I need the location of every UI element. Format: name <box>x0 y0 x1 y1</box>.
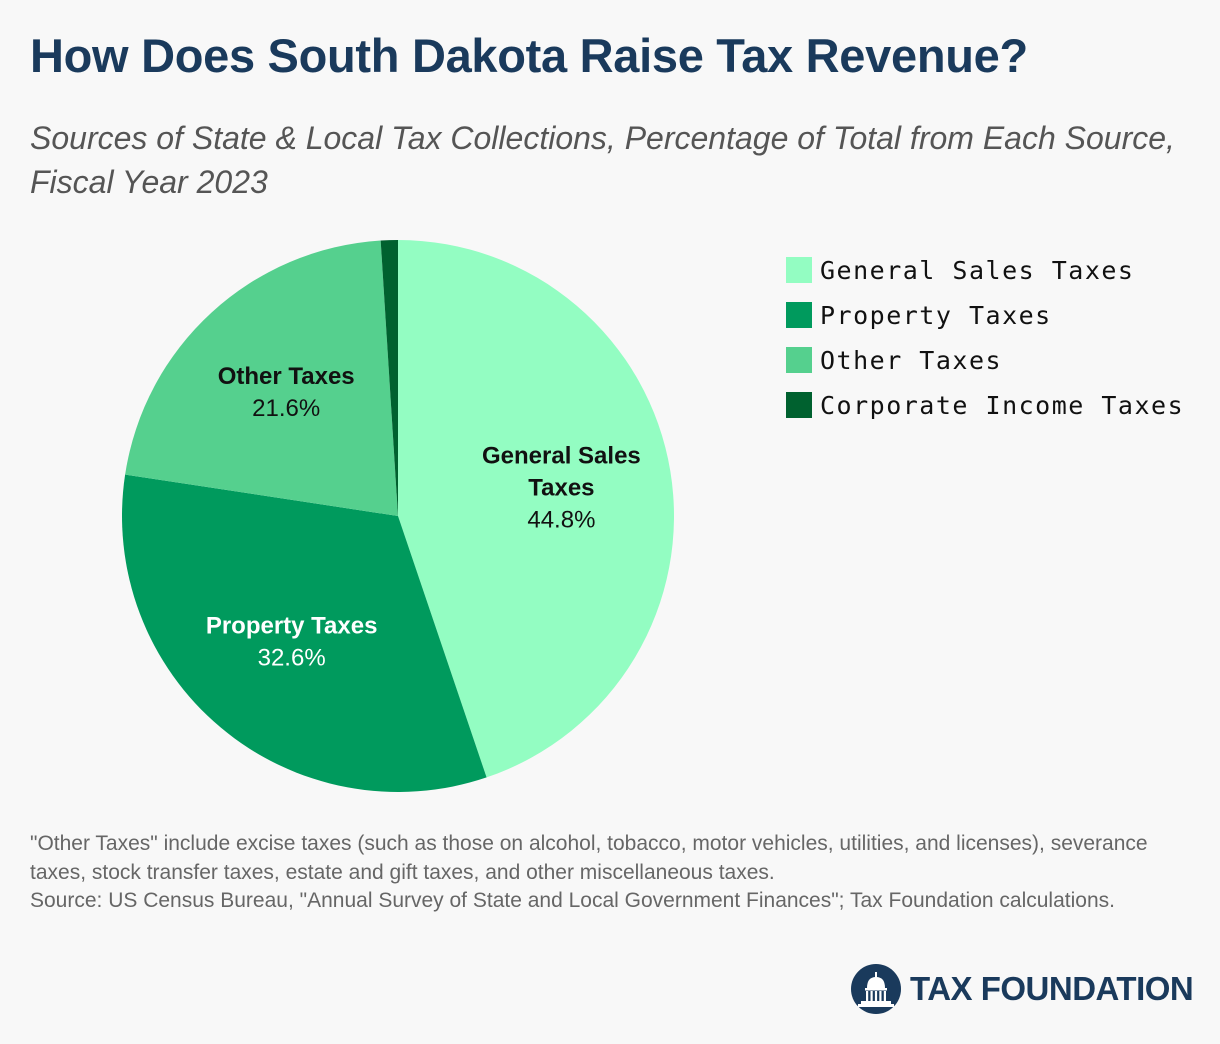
slice-value-label: 44.8% <box>527 506 595 533</box>
source-note: Source: US Census Bureau, "Annual Survey… <box>30 889 1115 912</box>
legend-item-other-taxes: Other Taxes <box>786 342 1184 378</box>
chart-legend: General Sales Taxes Property Taxes Other T… <box>786 252 1184 432</box>
slice-value-label: 32.6% <box>258 644 326 671</box>
legend-swatch <box>786 257 812 283</box>
legend-item-general-sales-taxes: General Sales Taxes <box>786 252 1184 288</box>
slice-category-label: Other Taxes <box>218 363 355 390</box>
slice-category-label: Taxes <box>528 474 594 501</box>
pie-slice-corporate-income-taxes <box>380 240 398 516</box>
logo-text: TAX FOUNDATION <box>910 970 1194 1007</box>
legend-swatch <box>786 392 812 418</box>
legend-swatch <box>786 302 812 328</box>
chart-title: How Does South Dakota Raise Tax Revenue? <box>30 29 1028 82</box>
legend-label: Other Taxes <box>820 345 1003 375</box>
chart-notes: "Other Taxes" include excise taxes (such… <box>30 830 1200 916</box>
slice-category-label: Property Taxes <box>206 612 378 639</box>
pie-slice-other-taxes <box>125 240 399 516</box>
chart-subtitle: Sources of State & Local Tax Collections… <box>30 120 1175 200</box>
capitol-dome-icon <box>851 964 901 1014</box>
legend-item-corporate-income-taxes: Corporate Income Taxes <box>786 387 1184 423</box>
legend-item-property-taxes: Property Taxes <box>786 297 1184 333</box>
pie-slice-general-sales-taxes <box>398 240 674 778</box>
legend-label: Property Taxes <box>820 300 1052 330</box>
other-taxes-footnote: "Other Taxes" include excise taxes (such… <box>30 832 1148 884</box>
pie-slice-property-taxes <box>121 474 487 792</box>
slice-category-label: General Sales <box>482 442 641 469</box>
legend-swatch <box>786 347 812 373</box>
legend-label: Corporate Income Taxes <box>820 390 1185 420</box>
tax-foundation-logo: TAX FOUNDATION <box>850 963 1194 1015</box>
legend-label: General Sales Taxes <box>820 255 1135 285</box>
slice-value-label: 21.6% <box>252 395 320 422</box>
